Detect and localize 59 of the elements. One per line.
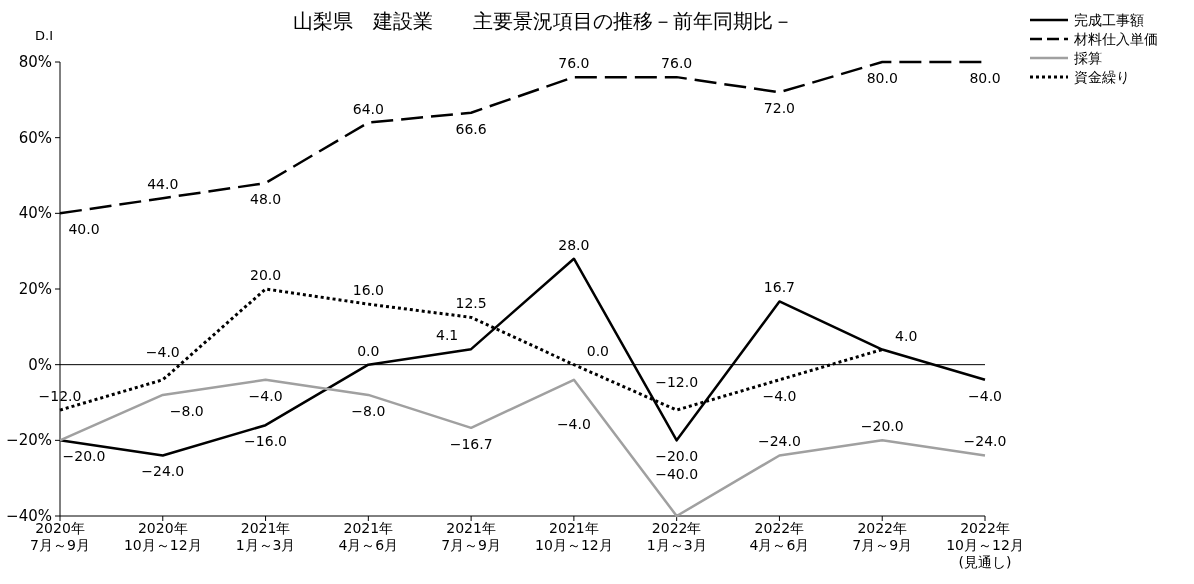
data-label: −4.0 [762,387,797,404]
legend-label: 完成工事額 [1074,12,1144,28]
data-label: −16.7 [449,435,493,452]
data-label: −4.0 [145,343,180,360]
legend-label: 材料仕入単価 [1073,31,1158,47]
data-label: −20.0 [62,448,106,465]
data-label: −20.0 [860,418,904,435]
legend-label: 採算 [1074,50,1102,66]
data-label: −24.0 [757,433,801,450]
data-label: 0.0 [586,342,610,359]
x-tick-label: 2021年 10月～12月 [535,520,613,553]
data-label: −40.0 [655,466,699,482]
data-label: 16.0 [352,282,384,299]
data-label: 72.0 [763,100,796,117]
data-label: 16.7 [763,279,796,296]
y-tick-label: −20% [6,431,52,450]
data-label: 20.0 [249,267,282,283]
data-label: 80.0 [969,70,1001,86]
y-tick-label: 80% [18,53,52,71]
data-label: 76.0 [558,55,590,72]
data-label: −16.0 [244,433,288,450]
legend-label: 資金繰り [1074,69,1130,85]
x-tick-label: 2020年 7月～9月 [30,520,90,553]
data-label: 66.6 [455,120,487,137]
x-tick-label: 2022年 4月～6月 [749,520,810,553]
y-tick-label: 40% [18,204,52,223]
data-label: −24.0 [963,433,1007,450]
data-label: 0.0 [357,342,380,359]
y-axis-title: D.I [35,28,53,43]
x-tick-label: 2022年 7月～9月 [852,520,913,553]
x-tick-label: 2022年 1月～3月 [646,520,707,553]
data-label: −12.0 [38,388,82,405]
data-label: 44.0 [147,176,179,193]
data-label: −8.0 [169,402,204,419]
data-label: 28.0 [558,236,590,253]
y-tick-label: 60% [18,128,52,147]
data-label: −20.0 [655,448,699,465]
x-tick-label: 2021年 4月～6月 [338,520,399,553]
x-tick-label: 2021年 1月～3月 [235,520,296,553]
x-tick-label: 2020年 10月～12月 [123,520,202,553]
y-tick-label: 20% [18,280,52,298]
data-label: 12.5 [455,295,487,312]
data-label: 80.0 [866,70,898,86]
data-label: −8.0 [351,402,386,419]
chart-title: 山梨県 建設業 主要景況項目の推移－前年同期比－ [292,9,793,33]
data-label: −4.0 [556,415,591,432]
data-label: −4.0 [968,387,1002,404]
data-label: 76.0 [661,55,693,72]
data-label: 64.0 [352,100,384,117]
data-label: 40.0 [68,221,100,238]
data-label: 4.1 [435,327,459,344]
y-tick-label: 0% [28,355,52,374]
data-label: −12.0 [655,374,699,391]
data-label: −4.0 [248,387,283,404]
x-tick-label: 2022年 10月～12月 (見通し) [946,520,1024,570]
data-label: −24.0 [141,463,185,480]
data-label: 4.0 [895,327,918,344]
data-label: 48.0 [249,191,282,208]
x-tick-label: 2021年 7月～9月 [441,520,502,553]
